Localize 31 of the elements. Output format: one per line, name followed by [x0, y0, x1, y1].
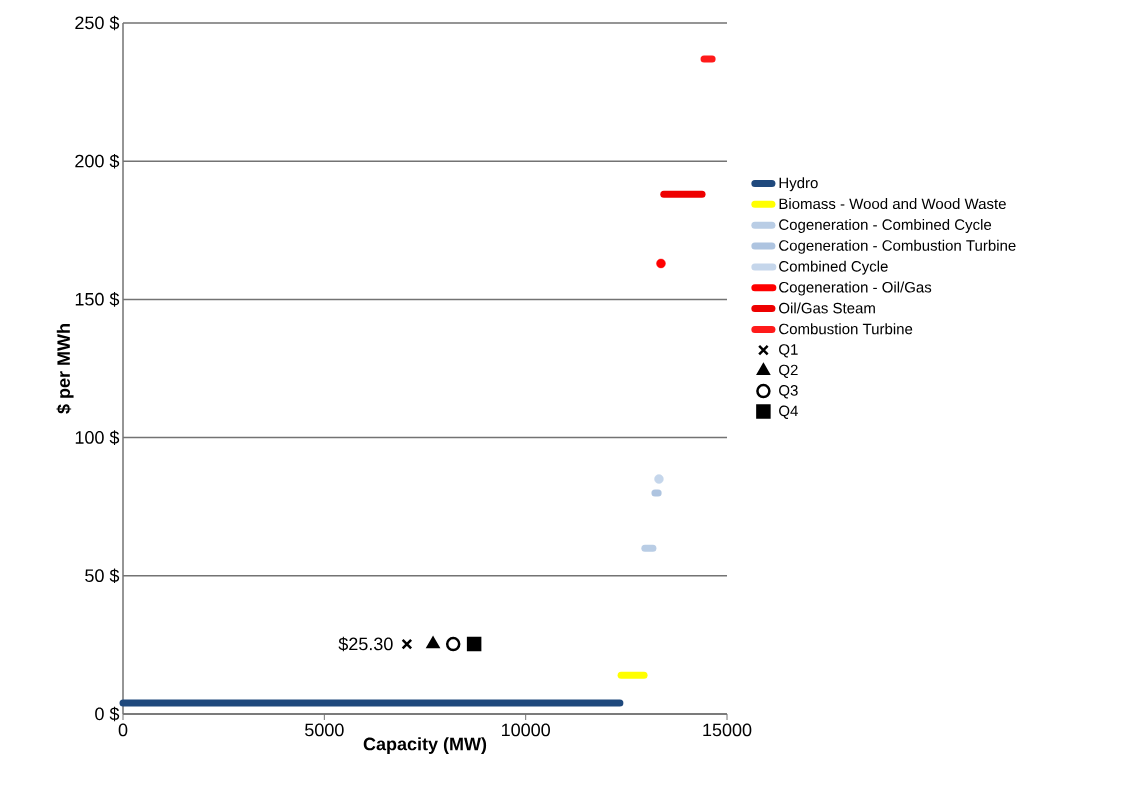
x-tick-label: 5000: [305, 723, 344, 737]
point: [445, 636, 461, 652]
x-tick-label: 15000: [703, 723, 752, 737]
x-tick-label: 10000: [502, 723, 550, 737]
legend-label: Q4: [779, 405, 798, 419]
legend-label: Combustion Turbine: [779, 323, 913, 335]
point: [656, 258, 666, 269]
legend-label: Q2: [779, 364, 798, 378]
y-tick-label: 50 $: [85, 568, 120, 584]
x-tick-label: 0: [118, 723, 128, 737]
legend-label: Biomass - Wood and Wood Waste: [779, 198, 1006, 210]
point: [401, 638, 413, 650]
point: [426, 636, 440, 649]
legend-label: Q3: [779, 385, 798, 399]
annotation: $25.30: [338, 636, 393, 652]
legend-label: Combined Cycle: [779, 260, 888, 275]
legend-label: Oil/Gas Steam: [779, 302, 875, 314]
y-tick-label: 200 $: [75, 153, 120, 169]
y-tick-label: 0 $: [95, 706, 120, 722]
legend-label: Hydro: [779, 177, 818, 192]
legend-label: Cogeneration - Oil/Gas: [779, 281, 932, 296]
point: [466, 636, 482, 652]
legend-label: Q1: [779, 344, 798, 358]
point: [654, 474, 664, 484]
y-tick-label: 150 $: [75, 292, 120, 307]
x-axis-title: Capacity (MW): [363, 737, 487, 754]
y-axis-title: $ per MWh: [56, 324, 74, 414]
legend-label: Cogeneration - Combustion Turbine: [779, 239, 1016, 254]
y-tick-label: 100 $: [75, 430, 120, 445]
legend-label: Cogeneration - Combined Cycle: [779, 218, 992, 233]
y-tick-label: 250 $: [75, 15, 120, 31]
